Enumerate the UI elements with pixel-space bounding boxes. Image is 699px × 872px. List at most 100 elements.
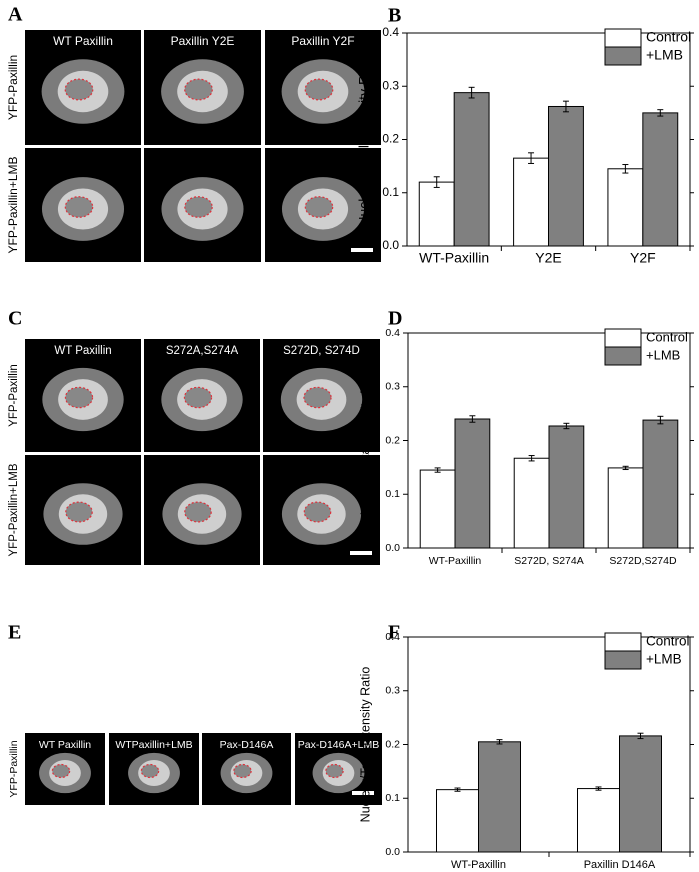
x-tick-label: Y2F [630, 250, 656, 266]
row-label: YFP-Paxillin [6, 55, 20, 120]
x-tick-label: S272D,S274D [609, 555, 677, 567]
panel-letter: A [8, 4, 23, 26]
column-label: S272D, S274D [283, 345, 360, 357]
y-tick-label: 0.4 [385, 631, 400, 643]
nucleus-outline [304, 78, 334, 101]
column-label: WT Paxillin [39, 739, 91, 751]
error-bar [657, 109, 664, 117]
y-tick-label: 0.3 [385, 381, 400, 393]
x-tick-label: WT-Paxillin [419, 250, 489, 266]
x-tick-label: WT-Paxillin [451, 859, 506, 871]
error-bar [496, 739, 503, 745]
scale-bar [352, 791, 374, 795]
nucleus-outline [233, 763, 252, 779]
row-label: YFP-Paxillin [8, 364, 20, 427]
y-tick-label: 0.2 [382, 132, 399, 146]
error-bar [622, 465, 629, 471]
column-label: Paxillin Y2E [171, 34, 235, 48]
column-label: WT Paxillin [54, 345, 111, 357]
row-label: YFP-Paxillin [8, 740, 20, 797]
legend-swatch [604, 28, 642, 48]
x-tick-label: WT-Paxillin [429, 555, 482, 567]
y-axis-label: Nuclear/Total Intensity Ratio [358, 365, 372, 515]
column-label: WTPaxillin+LMB [115, 739, 192, 751]
plot-frame [406, 32, 691, 247]
error-bar [433, 176, 440, 188]
y-tick-label: 0.4 [382, 25, 399, 39]
nucleus-outline [184, 78, 213, 101]
y-tick-label: 0.3 [382, 78, 399, 92]
nucleus-outline [65, 501, 93, 523]
legend-swatch [604, 632, 642, 652]
nucleus-outline [325, 763, 344, 779]
nucleus-outline [140, 763, 160, 779]
y-tick-label: 0.2 [385, 738, 400, 750]
bar [418, 181, 455, 247]
error-bar [562, 100, 569, 113]
legend-label: Control [646, 329, 688, 344]
legend-label: +LMB [646, 652, 682, 667]
bar [607, 467, 644, 549]
legend-label: +LMB [646, 347, 680, 362]
y-axis-label: Nuclear/Total Intensity Ratio [356, 52, 372, 227]
nucleus-outline [303, 386, 332, 409]
scale-bar [351, 248, 373, 252]
error-bar [528, 152, 535, 164]
bar [513, 457, 550, 549]
x-tick-label: S272D, S274A [514, 555, 583, 567]
bar [619, 735, 662, 853]
panel-letter: B [388, 5, 401, 27]
error-bar [595, 786, 602, 791]
panel-letter: C [8, 308, 22, 330]
row-label: YFP-Paxillin+LMB [6, 156, 20, 253]
error-bar [622, 164, 629, 174]
plot-frame [407, 332, 691, 549]
y-tick-label: 0.3 [385, 685, 400, 697]
error-bar [454, 787, 461, 792]
nucleus-outline [64, 196, 94, 218]
bar [642, 112, 679, 247]
bar [513, 157, 550, 247]
bar [607, 168, 644, 247]
bar [548, 105, 584, 247]
y-tick-label: 0.1 [382, 185, 399, 199]
error-bar [563, 422, 570, 430]
bar [454, 418, 491, 549]
bar [548, 425, 585, 549]
x-tick-label: Y2E [535, 250, 561, 266]
y-tick-label: 0.0 [382, 238, 399, 252]
error-bar [657, 415, 664, 425]
legend-label: Control [646, 29, 691, 45]
y-tick-label: 0.1 [385, 792, 400, 804]
nucleus-outline [183, 386, 213, 409]
nucleus-outline [303, 501, 332, 523]
legend-swatch [604, 46, 642, 66]
nucleus-outline [51, 763, 71, 779]
row-label: YFP-Paxillin+LMB [8, 463, 20, 556]
bar [436, 789, 479, 853]
error-bar [469, 415, 476, 423]
y-tick-label: 0.4 [385, 327, 400, 339]
bar [478, 741, 521, 853]
error-bar [468, 86, 475, 99]
column-label: Paxillin Y2F [291, 34, 354, 48]
bar [419, 469, 456, 549]
column-label: WT Paxillin [53, 34, 113, 48]
column-label: S272A,S274A [166, 345, 239, 357]
panel-letter: D [388, 308, 402, 330]
bar [453, 92, 490, 247]
y-tick-label: 0.0 [385, 846, 400, 858]
error-bar [434, 467, 441, 473]
panel-letter: F [388, 622, 400, 644]
nucleus-outline [184, 196, 213, 218]
bar [642, 419, 679, 549]
legend-swatch [604, 346, 642, 366]
x-tick-label: Paxillin D146A [584, 859, 656, 871]
y-tick-label: 0.2 [385, 434, 400, 446]
nucleus-outline [64, 386, 94, 409]
legend-label: Control [646, 634, 690, 649]
legend-swatch [604, 328, 642, 348]
panel-letter: E [8, 622, 21, 644]
nucleus-outline [184, 501, 212, 523]
